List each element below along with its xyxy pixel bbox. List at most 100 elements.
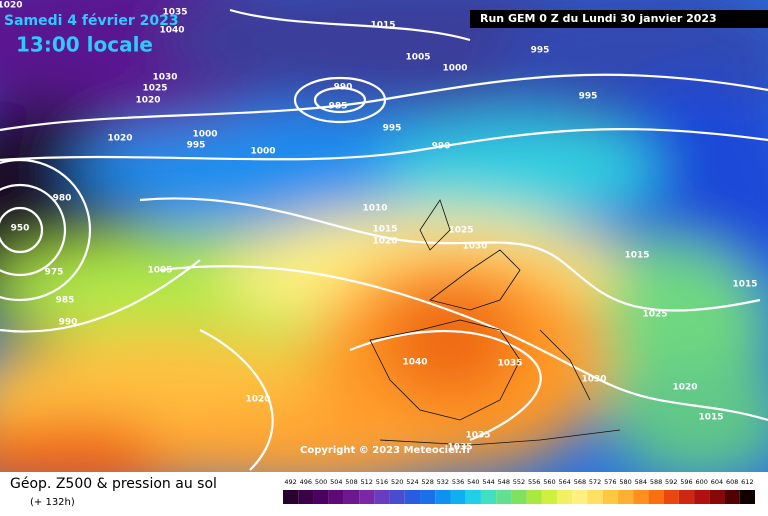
scale-label: 612 (741, 478, 753, 486)
isobar-label: 1030 (152, 73, 177, 83)
isobar-label: 1035 (465, 431, 490, 441)
isobar-label: 980 (53, 194, 72, 204)
isobar-label: 1000 (192, 130, 217, 140)
scale-label: 528 (421, 478, 433, 486)
scale-label: 592 (665, 478, 677, 486)
scale-label: 584 (635, 478, 647, 486)
scale-label: 524 (406, 478, 418, 486)
isobar-label: 985 (329, 102, 348, 112)
isobar-label: 995 (383, 124, 402, 134)
scale-label: 496 (300, 478, 312, 486)
isobar-label: 1005 (147, 266, 172, 276)
scale-swatch (617, 490, 634, 504)
scale-label: 492 (284, 478, 296, 486)
isobar-label: 1015 (372, 225, 397, 235)
scale-label: 608 (726, 478, 738, 486)
isobar-label: 1020 (372, 237, 397, 247)
footer-title: Géop. Z500 & pression au sol (10, 476, 217, 492)
isobar-label: 1035 (447, 443, 472, 453)
scale-label: 600 (695, 478, 707, 486)
isobar-label: 1040 (402, 358, 427, 368)
scale-label: 544 (482, 478, 494, 486)
scale-label: 556 (528, 478, 540, 486)
scale-swatch (480, 490, 497, 504)
forecast-time: 13:00 locale (16, 33, 153, 57)
scale-swatch (724, 490, 740, 504)
scale-swatch (328, 490, 344, 504)
scale-swatch (496, 490, 512, 504)
isobars (0, 8, 768, 471)
scale-label: 588 (650, 478, 662, 486)
scale-label: 508 (345, 478, 357, 486)
scale-swatch (557, 490, 573, 504)
isobar-label: 1025 (642, 310, 667, 320)
scale-swatch (526, 490, 542, 504)
isobar-label: 995 (579, 92, 598, 102)
scale-label: 568 (574, 478, 586, 486)
isobar-label: 1025 (448, 226, 473, 236)
scale-label: 532 (437, 478, 449, 486)
isobar-label: 1025 (142, 84, 167, 94)
scale-swatch (709, 490, 725, 504)
isobar-label: 1005 (405, 53, 430, 63)
scale-label: 540 (467, 478, 479, 486)
isobar-label: 950 (11, 224, 30, 234)
isobar-label: 1035 (162, 8, 187, 18)
scale-swatch (602, 490, 618, 504)
isobar-label: 1020 (107, 134, 132, 144)
scale-label: 576 (604, 478, 616, 486)
isobar-label: 1030 (462, 242, 487, 252)
scale-swatch (359, 490, 375, 504)
isobar-label: 990 (59, 318, 78, 328)
isobar-label: 1020 (0, 1, 23, 11)
scale-label: 536 (452, 478, 464, 486)
scale-swatch (374, 490, 390, 504)
isobar-label: 995 (187, 141, 206, 151)
scale-swatch (450, 490, 466, 504)
scale-swatch (739, 490, 755, 504)
scale-label: 604 (711, 478, 723, 486)
forecast-date: Samedi 4 février 2023 (4, 13, 179, 29)
isobar-label: 1015 (624, 251, 649, 261)
scale-swatch (587, 490, 603, 504)
run-info: Run GEM 0 Z du Lundi 30 janvier 2023 (480, 12, 717, 25)
scale-swatch (694, 490, 710, 504)
isobar-label: 990 (334, 83, 353, 93)
scale-label: 580 (619, 478, 631, 486)
run-banner (470, 10, 768, 28)
isobar-label: 985 (56, 296, 75, 306)
scale-label: 500 (315, 478, 327, 486)
scale-label: 552 (513, 478, 525, 486)
scale-swatch (283, 490, 299, 504)
copyright: Copyright © 2023 Meteociel.fr (300, 445, 471, 456)
isobar-label: 975 (45, 268, 64, 278)
scale-swatch (465, 490, 481, 504)
scale-swatch (633, 490, 649, 504)
isobar-label: 1015 (370, 21, 395, 31)
isobar-label: 990 (432, 142, 451, 152)
isobar-label: 1015 (698, 413, 723, 423)
isobar-label: 1040 (159, 26, 184, 36)
isobar-label: 1035 (497, 359, 522, 369)
isobar-label: 1020 (672, 383, 697, 393)
scale-label: 548 (498, 478, 510, 486)
scale-label: 504 (330, 478, 342, 486)
scale-swatch (404, 490, 421, 504)
isobar-label: 1020 (245, 395, 270, 405)
scale-swatch (435, 490, 451, 504)
isobar-label: 1000 (250, 147, 275, 157)
isobar-label: 1010 (362, 204, 387, 214)
scale-swatch (511, 490, 527, 504)
scale-swatch (298, 490, 314, 504)
scale-swatch (572, 490, 588, 504)
scale-swatch (343, 490, 360, 504)
scale-swatch (648, 490, 664, 504)
isobar-label: 1030 (581, 375, 606, 385)
scale-swatch (663, 490, 679, 504)
scale-label: 572 (589, 478, 601, 486)
scale-swatch (389, 490, 405, 504)
scale-swatch (420, 490, 436, 504)
scale-label: 564 (558, 478, 570, 486)
isobar-label: 995 (531, 46, 550, 56)
footer-lead: (+ 132h) (30, 497, 75, 508)
